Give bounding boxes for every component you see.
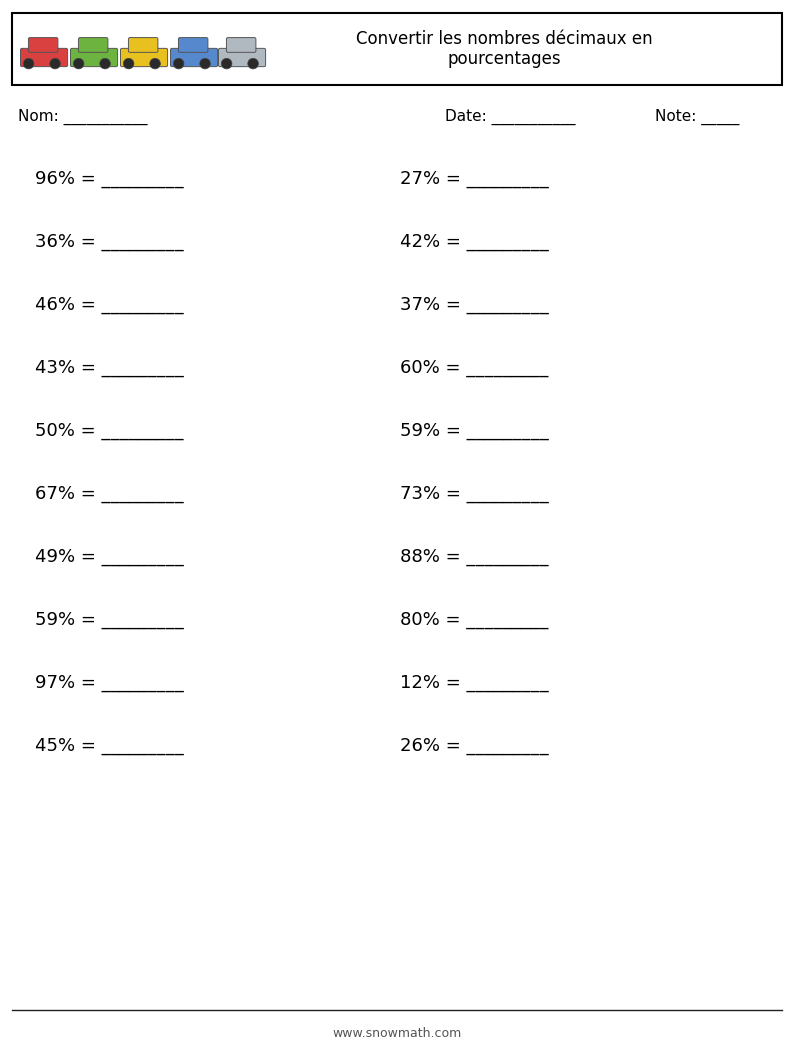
FancyBboxPatch shape [79,38,108,53]
Text: 50% = _________: 50% = _________ [35,422,183,440]
FancyBboxPatch shape [129,38,158,53]
FancyBboxPatch shape [21,48,67,66]
Circle shape [100,58,110,68]
Text: 60% = _________: 60% = _________ [400,359,549,377]
Text: Convertir les nombres décimaux en
pourcentages: Convertir les nombres décimaux en pource… [357,29,653,68]
FancyBboxPatch shape [171,48,218,66]
Text: 59% = _________: 59% = _________ [400,422,549,440]
Text: 43% = _________: 43% = _________ [35,359,183,377]
FancyBboxPatch shape [12,13,782,85]
Text: 26% = _________: 26% = _________ [400,737,549,755]
Text: 73% = _________: 73% = _________ [400,485,549,503]
Text: 45% = _________: 45% = _________ [35,737,183,755]
Circle shape [200,58,210,68]
Text: 37% = _________: 37% = _________ [400,296,549,314]
Circle shape [222,58,232,68]
Text: 96% = _________: 96% = _________ [35,170,183,188]
Text: 42% = _________: 42% = _________ [400,233,549,251]
Circle shape [50,58,60,68]
Text: 80% = _________: 80% = _________ [400,611,549,629]
Text: 67% = _________: 67% = _________ [35,485,183,503]
Text: Note: _____: Note: _____ [655,108,739,125]
FancyBboxPatch shape [121,48,168,66]
FancyBboxPatch shape [71,48,118,66]
Circle shape [23,58,34,68]
Circle shape [150,58,160,68]
Text: Date: ___________: Date: ___________ [445,108,576,125]
Text: 12% = _________: 12% = _________ [400,674,549,692]
FancyBboxPatch shape [226,38,256,53]
Text: Nom: ___________: Nom: ___________ [18,108,148,125]
FancyBboxPatch shape [29,38,58,53]
FancyBboxPatch shape [179,38,208,53]
Text: 97% = _________: 97% = _________ [35,674,183,692]
Circle shape [248,58,258,68]
Text: 49% = _________: 49% = _________ [35,548,183,567]
Circle shape [73,58,84,68]
Text: 46% = _________: 46% = _________ [35,296,183,314]
Text: 59% = _________: 59% = _________ [35,611,183,629]
Text: 36% = _________: 36% = _________ [35,233,183,251]
FancyBboxPatch shape [218,48,266,66]
Circle shape [173,58,184,68]
Circle shape [123,58,134,68]
Text: www.snowmath.com: www.snowmath.com [333,1027,461,1040]
Text: 27% = _________: 27% = _________ [400,170,549,188]
Text: 88% = _________: 88% = _________ [400,548,549,567]
